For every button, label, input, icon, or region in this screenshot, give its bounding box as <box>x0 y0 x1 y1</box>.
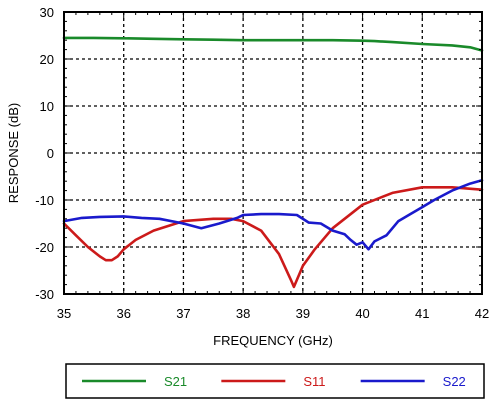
x-tick-label: 38 <box>236 306 250 321</box>
legend: S21 S11 S22 <box>65 363 485 399</box>
x-tick-label: 41 <box>415 306 429 321</box>
y-tick-label: 20 <box>40 52 54 67</box>
legend-label-s11: S11 <box>303 374 325 389</box>
y-axis-title: RESPONSE (dB) <box>6 103 21 203</box>
series-line-s21 <box>62 36 484 52</box>
series-line-s11 <box>62 186 484 289</box>
series-line-s22 <box>62 179 484 251</box>
x-tick-label: 37 <box>176 306 190 321</box>
x-tick-label: 36 <box>116 306 130 321</box>
legend-items: S21 S11 S22 <box>82 374 466 389</box>
x-tick-label: 35 <box>57 306 71 321</box>
x-tick-label: 39 <box>296 306 310 321</box>
x-tick-label: 40 <box>355 306 369 321</box>
y-tick-label: 30 <box>40 5 54 20</box>
y-tick-label: 0 <box>47 146 54 161</box>
tick-marks <box>63 11 483 295</box>
tick-labels: 35 36 37 38 39 40 41 42 30 20 10 0 -10 -20 -30 <box>35 5 489 321</box>
legend-label-s21: S21 <box>164 374 187 389</box>
legend-label-s22: S22 <box>443 374 466 389</box>
y-tick-label: -10 <box>35 193 54 208</box>
y-tick-label: -30 <box>35 287 54 302</box>
y-tick-label: 10 <box>40 99 54 114</box>
y-tick-label: -20 <box>35 240 54 255</box>
series-lines <box>62 36 484 289</box>
x-axis-title: FREQUENCY (GHz) <box>213 333 333 348</box>
x-tick-label: 42 <box>475 306 489 321</box>
grid <box>64 12 482 294</box>
